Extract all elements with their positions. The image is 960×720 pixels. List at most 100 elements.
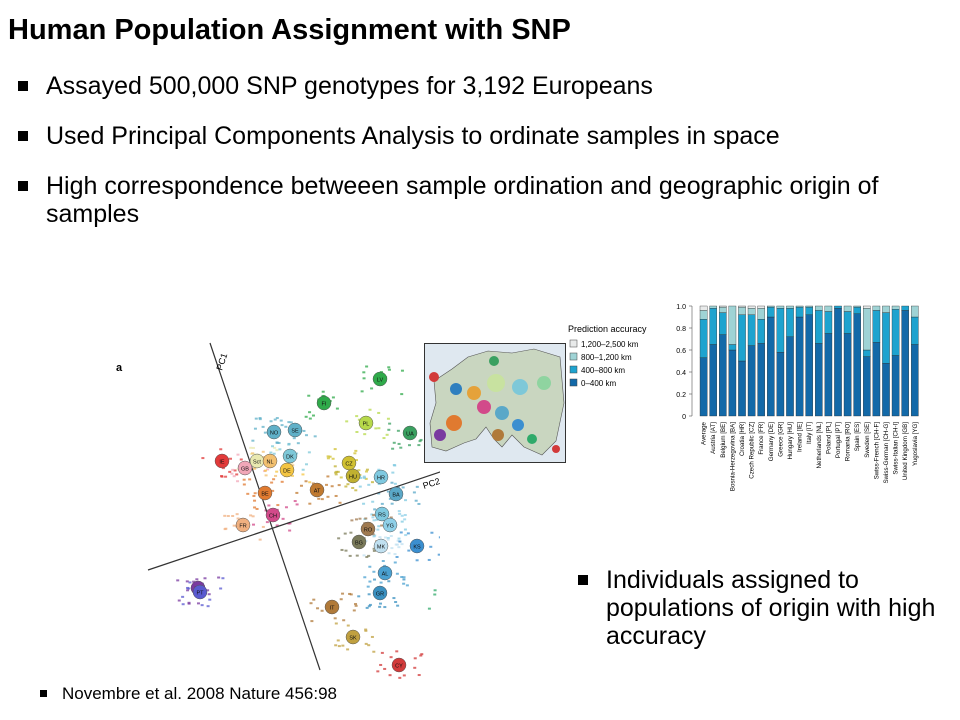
population-code-label: RS [378,513,386,519]
sample-point [224,475,228,478]
population-centroid [282,448,298,464]
legend-title: Prediction accuracy [568,324,647,334]
sample-point [288,529,292,532]
sample-point [181,595,185,598]
y-tick-label: 0.8 [676,326,686,333]
bar-segment [853,306,861,314]
population-code-label: BE [261,492,269,498]
sample-point [400,543,404,546]
sample-point [276,504,280,507]
sample-point [381,560,385,563]
bar-segment [834,305,842,309]
sample-point [393,561,397,564]
bar-segment [805,314,813,417]
sample-point [406,532,410,535]
bar-segment [728,344,737,351]
sample-point [372,570,376,573]
sample-point [384,536,388,539]
sample-point [272,452,276,455]
sample-point [398,512,402,515]
sample-point [359,476,363,479]
bar-segment [747,308,756,315]
sample-point [246,492,250,495]
sample-point [371,500,375,503]
sample-point [310,620,314,623]
sample-point [407,444,411,447]
pc2-axis [147,471,440,571]
sample-point [273,418,277,421]
sample-point [336,639,340,642]
bar-segment [815,305,823,311]
x-tick-label: Hungary [HU] [787,422,794,460]
sample-point [253,467,257,470]
sample-point [379,581,383,584]
sample-point [396,539,400,542]
bar-segment [872,310,881,343]
sample-point [368,603,372,606]
bullet-text: High correspondence betweeen sample ordi… [46,172,879,228]
sample-point [236,517,240,520]
bar-chart-axis: 0 0.2 0.4 0.6 0.8 1.0 [676,304,693,421]
sample-point [275,417,279,420]
population-centroid [309,482,325,498]
population-centroid [377,565,393,581]
sample-point [275,470,279,473]
sample-point [232,475,236,478]
population-centroid [257,485,273,501]
x-tick-label: Swiss-French [CH-F] [873,422,880,480]
sample-point [320,498,324,501]
sample-point [335,470,339,473]
sample-point [312,598,316,601]
sample-point [358,485,362,488]
sample-point [275,441,279,444]
bar-segment [882,312,890,364]
legend-item: 1,200–2,500 km [581,340,639,349]
population-code-label: BG [355,541,363,547]
x-tick-label: Belgium [BE] [720,422,727,458]
sample-point [370,513,374,516]
sample-point [291,464,295,467]
sample-point [326,457,330,460]
sample-point [290,474,294,477]
bar-segment [728,305,737,345]
bar-segment [738,306,746,315]
sample-point [418,440,422,443]
sample-point [251,515,255,518]
population-centroid [262,453,278,469]
sample-point [413,657,417,660]
side-note-text: Individuals assigned to populations of o… [606,566,936,650]
bar-segment [805,306,813,315]
x-tick-label: Spain [ES] [854,422,861,452]
bar-segment [747,345,756,417]
bar-segment [719,334,727,417]
sample-point [220,475,224,478]
bar-segment [719,305,727,308]
sample-point [186,589,190,592]
population-code-label: AT [314,489,321,495]
sample-point [270,481,274,484]
sample-point [258,417,262,420]
sample-point [412,491,416,494]
population-code-label: IT [330,606,336,612]
population-code-label: NO [270,431,279,437]
sample-point [362,554,366,557]
bar-segment [863,349,871,357]
bar-segment [795,316,804,417]
sample-point [258,418,262,421]
sample-point [326,495,330,498]
population-centroid [287,422,303,438]
sample-point [271,489,275,492]
sample-point [417,674,421,677]
sample-point [387,368,391,371]
bar-segment [882,363,890,417]
bar-segment [853,305,861,308]
sample-point [371,516,375,519]
sample-point [264,474,268,477]
sample-point [389,535,393,538]
bar-segment [891,355,900,417]
sample-point [370,481,374,484]
sample-point [330,485,334,488]
sample-point [368,580,372,583]
sample-point [232,524,236,527]
sample-point [372,547,376,550]
